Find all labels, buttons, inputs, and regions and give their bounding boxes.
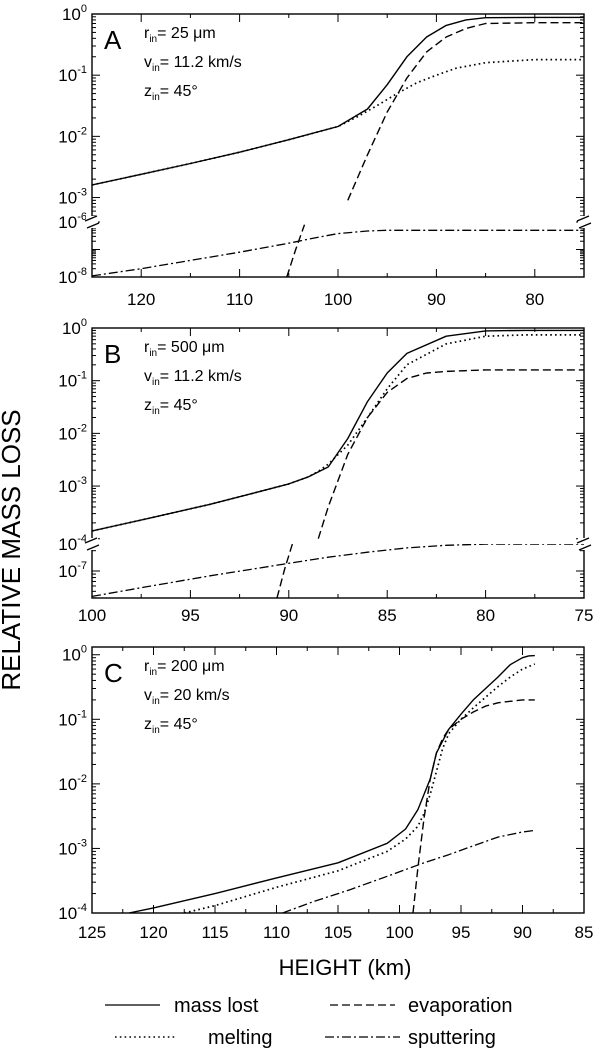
axis-break-right-a bbox=[576, 215, 592, 229]
x-tick-label-a: 120 bbox=[127, 290, 155, 309]
x-tick-label-c: 90 bbox=[513, 923, 532, 942]
axis-break-left-a bbox=[84, 215, 100, 229]
y-tick-label-c-main--3: 10-3 bbox=[58, 837, 87, 858]
x-tick-label-b: 75 bbox=[575, 606, 594, 625]
x-tick-label-c: 85 bbox=[575, 923, 594, 942]
y-tick-label-b-lower--7: 10-7 bbox=[58, 560, 87, 581]
panel-c-param-z: zin= 45° bbox=[144, 716, 198, 736]
series-evaporation-upper-a bbox=[347, 22, 584, 201]
y-tick-label-a-lower--6: 10-6 bbox=[58, 211, 87, 232]
series-sputtering-c bbox=[282, 829, 535, 913]
x-tick-label-b: 100 bbox=[78, 606, 106, 625]
y-tick-label-c-main--2: 10-2 bbox=[58, 773, 87, 794]
axis-break-left-b bbox=[84, 537, 100, 551]
x-axis-title: HEIGHT (km) bbox=[279, 955, 412, 980]
x-tick-label-b: 85 bbox=[378, 606, 397, 625]
legend-label-melting: melting bbox=[208, 1027, 272, 1049]
series-evaporation-lower-b bbox=[276, 544, 294, 598]
x-tick-label-b: 90 bbox=[279, 606, 298, 625]
series-mass-lost-a bbox=[92, 16, 584, 186]
y-tick-label-b-upper-0: 100 bbox=[62, 317, 87, 338]
x-tick-label-c: 105 bbox=[324, 923, 352, 942]
legend-label-sputtering: sputtering bbox=[408, 1027, 496, 1049]
y-axis-title: RELATIVE MASS LOSS bbox=[0, 409, 26, 690]
panel-b-param-v: vin= 11.2 km/s bbox=[144, 368, 242, 388]
x-tick-label-a: 80 bbox=[525, 290, 544, 309]
legend: mass lost evaporation melting sputtering bbox=[105, 995, 513, 1049]
series-mass-lost-b bbox=[92, 329, 584, 532]
panel-c-param-r: rin= 200 μm bbox=[144, 658, 225, 678]
panel-a: 10-3 10-2 10-1 100 10-8 10-6 120 110 100 90 80 A rin… bbox=[58, 3, 592, 309]
panel-a-param-z: zin= 45° bbox=[144, 83, 198, 103]
panels: 10-3 10-2 10-1 100 10-8 10-6 120 110 100 90 80 A rin… bbox=[58, 3, 593, 942]
x-tick-label-a: 90 bbox=[427, 290, 446, 309]
x-tick-label-c: 110 bbox=[263, 923, 290, 942]
panel-letter-c: C bbox=[104, 658, 123, 688]
series-evaporation-upper-b bbox=[317, 369, 584, 539]
x-tick-label-c: 125 bbox=[78, 923, 106, 942]
series-evaporation-lower-a bbox=[286, 224, 306, 277]
y-tick-label-b-upper--1: 10-1 bbox=[58, 370, 87, 391]
x-tick-label-b: 80 bbox=[476, 606, 495, 625]
panel-c: 10-4 10-3 10-2 10-1 100 125 120 115 110 105 100 95 9… bbox=[58, 644, 593, 942]
panel-letter-a: A bbox=[104, 25, 122, 55]
x-tick-label-c: 120 bbox=[139, 923, 167, 942]
y-tick-label-b-break: 10-4 bbox=[58, 533, 87, 554]
x-tick-label-c: 100 bbox=[385, 923, 413, 942]
y-tick-label-c-main--4: 10-4 bbox=[58, 902, 87, 923]
y-tick-label-b-upper--3: 10-3 bbox=[58, 475, 87, 496]
y-tick-label-c-main--1: 10-1 bbox=[58, 708, 87, 729]
y-tick-label-a-upper-0: 100 bbox=[62, 3, 87, 24]
y-tick-label-c-main-0: 100 bbox=[62, 644, 87, 665]
panel-letter-b: B bbox=[104, 339, 121, 369]
y-tick-label-a-upper--1: 10-1 bbox=[58, 64, 87, 85]
panel-b-param-r: rin= 500 μm bbox=[144, 339, 225, 359]
series-melting-a bbox=[92, 58, 584, 186]
series-evaporation-c bbox=[412, 699, 535, 913]
series-sputtering-a bbox=[92, 229, 584, 277]
legend-label-evaporation: evaporation bbox=[408, 995, 513, 1017]
y-tick-label-a-lower--8: 10-8 bbox=[58, 266, 87, 287]
x-tick-label-a: 100 bbox=[324, 290, 352, 309]
x-tick-label-c: 115 bbox=[201, 923, 228, 942]
series-melting-c bbox=[184, 663, 536, 913]
panel-a-param-v: vin= 11.2 km/s bbox=[144, 54, 242, 74]
panel-c-param-v: vin= 20 km/s bbox=[144, 687, 230, 707]
series-sputtering-b bbox=[92, 544, 584, 598]
panel-b-param-z: zin= 45° bbox=[144, 397, 198, 417]
x-tick-label-b: 95 bbox=[181, 606, 200, 625]
x-tick-label-c: 95 bbox=[452, 923, 471, 942]
legend-label-mass-lost: mass lost bbox=[174, 995, 259, 1017]
y-tick-label-a-upper--2: 10-2 bbox=[58, 125, 87, 146]
x-tick-label-a: 110 bbox=[226, 290, 253, 309]
panel-a-param-r: rin= 25 μm bbox=[144, 25, 216, 45]
y-tick-label-b-upper--2: 10-2 bbox=[58, 422, 87, 443]
series-melting-b bbox=[92, 334, 584, 532]
panel-b: 10-3 10-2 10-1 100 10-7 10-4 100 95 90 85 80 75 B rin… bbox=[58, 317, 593, 625]
y-tick-label-a-upper--3: 10-3 bbox=[58, 187, 87, 208]
